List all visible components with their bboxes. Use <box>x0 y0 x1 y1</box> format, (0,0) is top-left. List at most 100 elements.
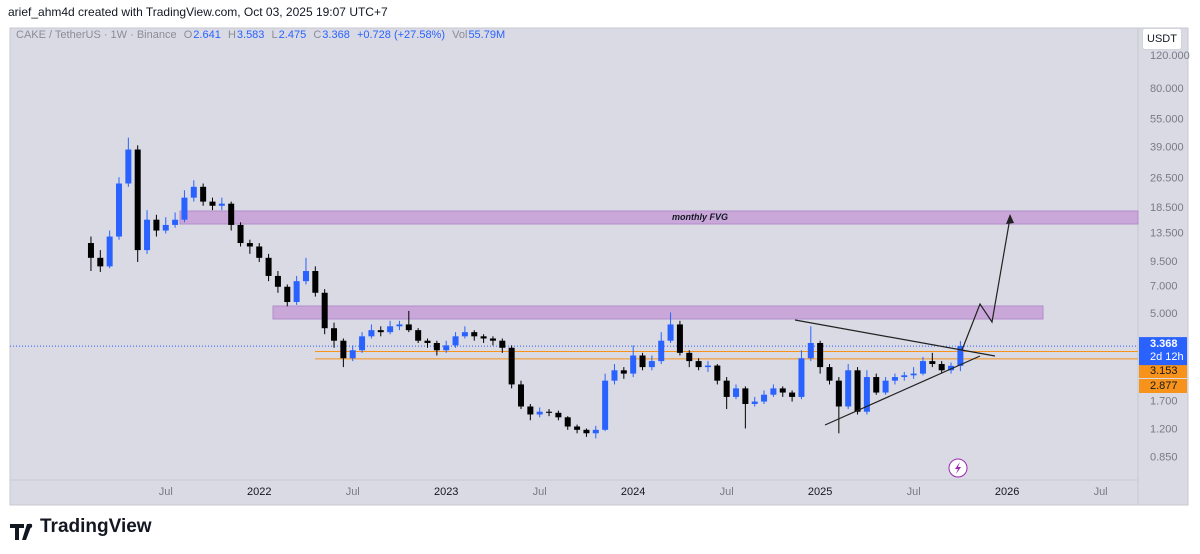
candle-body <box>611 370 618 381</box>
legend-value: 3.583 <box>236 29 265 41</box>
x-tick-label: 2026 <box>995 486 1019 498</box>
brand: TradingView <box>40 516 152 537</box>
arrow-head <box>1006 214 1014 224</box>
candle-body <box>742 388 749 404</box>
candle-body <box>536 411 543 415</box>
x-tick-label: Jul <box>907 486 921 498</box>
candle-body <box>564 417 571 427</box>
candle-body <box>770 388 777 395</box>
projection-arrow <box>961 217 1011 351</box>
candle-body <box>377 330 384 333</box>
candle-body <box>574 426 581 430</box>
candle-body <box>948 365 955 371</box>
legend-label: O <box>183 29 193 41</box>
y-tick-label: 18.500 <box>1150 202 1184 214</box>
y-tick-label: 55.000 <box>1150 113 1184 125</box>
y-tick-label: 9.500 <box>1150 256 1178 268</box>
candle-body <box>480 336 487 339</box>
x-tick-label: Jul <box>533 486 547 498</box>
candle-body <box>957 346 964 366</box>
candle-body <box>555 412 562 418</box>
legend-value: 3.368 <box>322 29 350 41</box>
candle-body <box>779 388 786 393</box>
candle-body <box>489 338 496 341</box>
candle-body <box>676 324 683 353</box>
candle-body <box>517 384 524 407</box>
level-label: 3.153 <box>1150 365 1178 377</box>
candle-body <box>359 336 366 351</box>
candle-body <box>546 411 553 413</box>
x-tick-label: Jul <box>159 486 173 498</box>
candle-body <box>97 257 104 267</box>
candle-body <box>751 401 758 404</box>
countdown-label: 2d 12h <box>1150 351 1184 363</box>
candle-body <box>919 361 926 374</box>
candle-body <box>181 197 188 220</box>
x-tick-label: 2022 <box>247 486 271 498</box>
candle-body <box>424 340 431 343</box>
candle-body <box>761 394 768 402</box>
legend-label: Vol <box>452 29 468 41</box>
candle-body <box>873 377 880 393</box>
y-tick-label: 1.200 <box>1150 424 1178 436</box>
candle-body <box>368 330 375 337</box>
candle-body <box>134 149 141 251</box>
candle-body <box>639 355 646 368</box>
legend-volume: 55.79M <box>468 29 506 41</box>
candle-body <box>620 370 627 374</box>
candle-body <box>686 352 693 362</box>
candle-body <box>246 243 253 247</box>
candle-body <box>452 336 459 346</box>
trendline <box>824 355 981 426</box>
level-tag <box>1139 379 1187 393</box>
candle-body <box>882 380 889 393</box>
candle-body <box>826 367 833 381</box>
candle-body <box>723 380 730 397</box>
y-tick-label: 80.000 <box>1150 83 1184 95</box>
candle-body <box>387 326 394 333</box>
candle-body <box>302 271 309 282</box>
candle-body <box>312 271 319 293</box>
x-tick-label: Jul <box>346 486 360 498</box>
legend-value: 2.641 <box>193 29 221 41</box>
candle-body <box>209 201 216 206</box>
candle-body <box>845 370 852 407</box>
level-tag <box>1139 364 1187 378</box>
last-price-tag <box>1139 337 1187 366</box>
candle-body <box>415 330 422 341</box>
y-tick-label: 120.000 <box>1150 50 1190 62</box>
candle-body <box>527 406 534 415</box>
candle-body <box>592 429 599 434</box>
candle-body <box>602 380 609 430</box>
candle-body <box>116 183 123 237</box>
candle-body <box>798 358 805 397</box>
candle-body <box>938 364 945 371</box>
candle-body <box>237 224 244 244</box>
candle-body <box>714 365 721 381</box>
legend-change: +0.728 (+27.58%) <box>356 29 446 41</box>
candle-body <box>854 370 861 412</box>
level-label: 2.877 <box>1150 380 1178 392</box>
candle-body <box>817 342 824 368</box>
candle-body <box>321 292 328 329</box>
supply-zone <box>272 305 1044 320</box>
zone-label: monthly FVG <box>672 212 728 222</box>
candle-body <box>789 392 796 397</box>
symbol: CAKE / TetherUS · 1W · Binance <box>16 29 177 41</box>
legend-value: 2.475 <box>278 29 307 41</box>
candle-body <box>87 243 94 258</box>
x-tick-label: Jul <box>720 486 734 498</box>
y-tick-label: 39.000 <box>1150 141 1184 153</box>
brand-logo <box>10 524 32 540</box>
candle-body <box>396 324 403 327</box>
candle-body <box>274 275 281 287</box>
currency-button[interactable]: USDT <box>1142 28 1182 50</box>
y-tick-label: 26.500 <box>1150 173 1184 185</box>
candle-body <box>508 347 515 385</box>
candle-body <box>443 345 450 351</box>
x-tick-label: 2024 <box>621 486 645 498</box>
candle-body <box>863 377 870 412</box>
candle-body <box>265 257 272 276</box>
y-tick-label: 7.000 <box>1150 281 1178 293</box>
